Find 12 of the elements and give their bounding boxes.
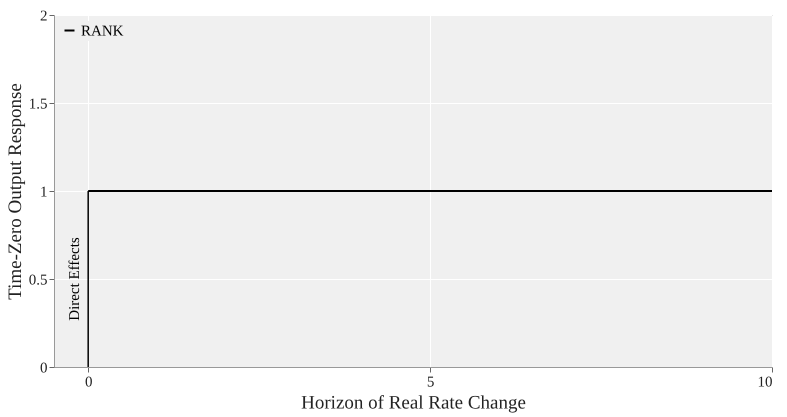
- x-tick-label: 0: [84, 374, 92, 390]
- y-tick-label: 1: [40, 184, 48, 200]
- y-tick-label: 2: [40, 8, 48, 24]
- x-tick-label: 5: [426, 374, 434, 390]
- y-axis-title: Time-Zero Output Response: [4, 83, 26, 300]
- y-tick-label: 0: [40, 360, 48, 376]
- y-tick-label: 1.5: [28, 96, 48, 112]
- y-tick-label: 0.5: [28, 272, 48, 288]
- x-axis-title: Horizon of Real Rate Change: [301, 392, 526, 414]
- x-tick-label: 10: [758, 374, 772, 390]
- annotation: Direct Effects: [67, 237, 84, 321]
- legend-label: RANK: [81, 24, 124, 40]
